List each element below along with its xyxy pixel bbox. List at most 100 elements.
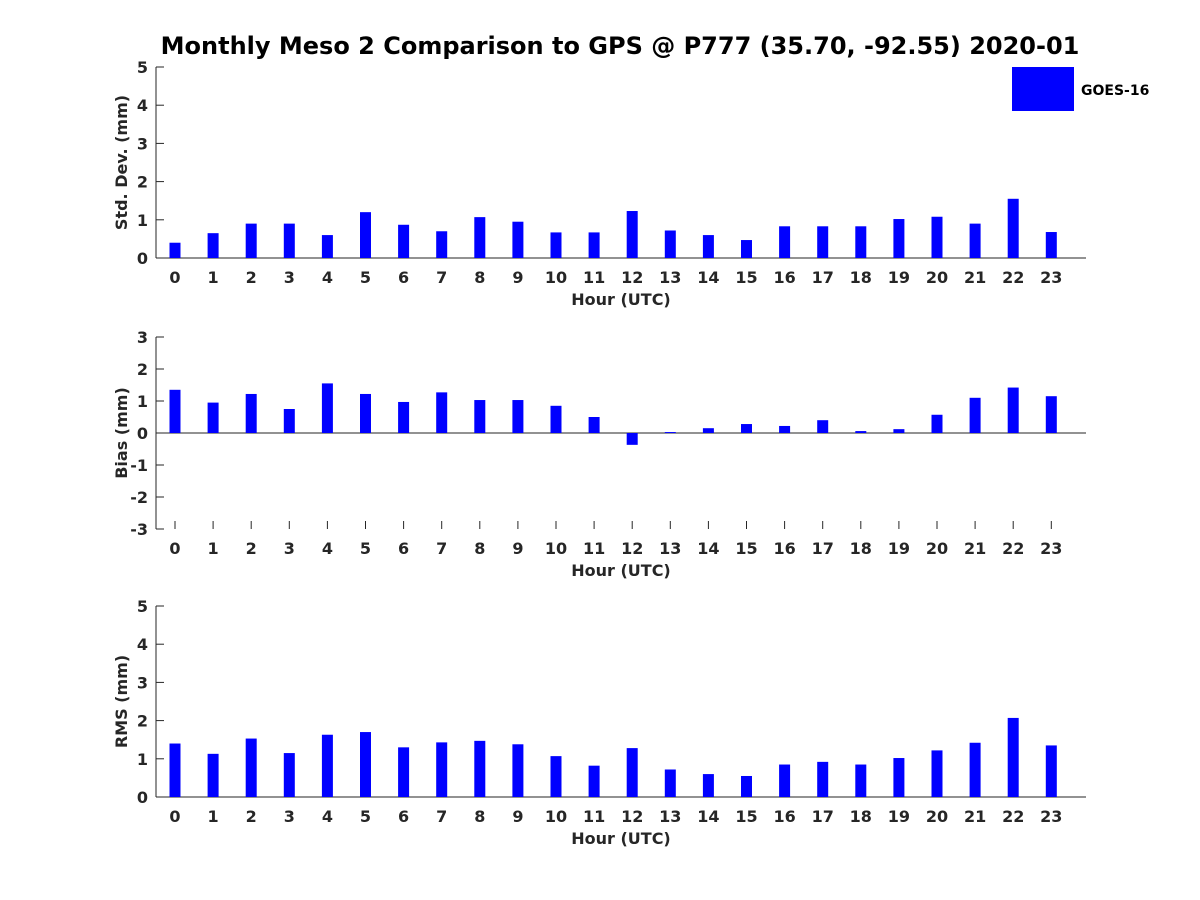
std-dev-bar-hour-0	[169, 242, 181, 258]
rms-bar-hour-12	[626, 748, 638, 797]
bias-x-tick-label: 17	[812, 539, 834, 558]
std-dev-bar-hour-8	[474, 217, 486, 258]
bias-x-tick-label: 4	[322, 539, 333, 558]
rms-x-tick-label: 15	[735, 807, 757, 826]
std-dev-x-tick-label: 13	[659, 268, 681, 287]
rms-bar-hour-4	[321, 734, 333, 797]
std-dev-y-tick-label: 5	[137, 58, 148, 77]
rms-x-tick-label: 11	[583, 807, 605, 826]
rms-x-tick-label: 22	[1002, 807, 1024, 826]
std-dev-y-tick-label: 0	[137, 249, 148, 268]
bias-x-tick-label: 15	[735, 539, 757, 558]
bias-bar-hour-11	[588, 417, 600, 433]
bias-bar-hour-18	[855, 431, 867, 433]
chart-title: Monthly Meso 2 Comparison to GPS @ P777 …	[161, 32, 1080, 60]
std-dev-bar-hour-7	[436, 231, 448, 258]
std-dev-bar-hour-12	[626, 211, 638, 258]
rms-x-tick-label: 19	[888, 807, 910, 826]
rms-bar-hour-2	[245, 738, 257, 797]
rms-y-tick-label: 5	[137, 597, 148, 616]
bias-bar-hour-5	[360, 393, 371, 433]
bias-x-tick-label: 6	[398, 539, 409, 558]
rms-bar-hour-10	[550, 756, 562, 797]
std-dev-bar-hour-3	[283, 223, 295, 258]
rms-bar-hour-20	[931, 750, 943, 797]
std-dev-x-tick-label: 5	[360, 268, 371, 287]
rms-bar-hour-0	[169, 743, 181, 797]
bias-x-tick-label: 18	[850, 539, 872, 558]
bias-bar-hour-4	[321, 383, 333, 433]
std-dev-x-axis-label: Hour (UTC)	[571, 290, 671, 309]
std-dev-x-tick-label: 7	[436, 268, 447, 287]
std-dev-x-tick-label: 1	[208, 268, 219, 287]
bias-y-axis-label: Bias (mm)	[112, 387, 131, 479]
bias-bar-hour-21	[969, 397, 981, 433]
bias-x-tick-label: 14	[697, 539, 719, 558]
bias-x-tick-label: 10	[545, 539, 567, 558]
rms-y-tick-label: 0	[137, 788, 148, 807]
bias-bar-hour-7	[436, 392, 448, 433]
bias-bar-hour-12	[626, 433, 638, 445]
bias-bar-hour-0	[169, 389, 181, 433]
rms-x-tick-label: 2	[246, 807, 257, 826]
std-dev-x-tick-label: 19	[888, 268, 910, 287]
std-dev-x-tick-label: 23	[1040, 268, 1062, 287]
rms-bar-hour-3	[283, 753, 295, 797]
std-dev-y-tick-label: 4	[137, 96, 148, 115]
rms-x-tick-label: 3	[284, 807, 295, 826]
std-dev-x-tick-label: 21	[964, 268, 986, 287]
rms-x-axis-label: Hour (UTC)	[571, 829, 671, 848]
bias-x-tick-label: 7	[436, 539, 447, 558]
std-dev-y-tick-label: 2	[137, 173, 148, 192]
bias-bar-hour-16	[779, 425, 791, 433]
bias-y-tick-label: 3	[137, 328, 148, 347]
rms-bar-hour-17	[817, 761, 829, 797]
bias-y-tick-label: 0	[137, 424, 148, 443]
std-dev-x-tick-label: 10	[545, 268, 567, 287]
rms-bar-hour-22	[1007, 717, 1019, 797]
bias-bar-hour-2	[245, 393, 257, 433]
bias-bar-hour-13	[664, 432, 676, 434]
legend-swatch	[1012, 67, 1074, 111]
bias-x-tick-label: 9	[512, 539, 523, 558]
bias-x-tick-label: 1	[208, 539, 219, 558]
bias-y-tick-label: 1	[137, 392, 148, 411]
std-dev-x-tick-label: 9	[512, 268, 523, 287]
rms-y-axis-label: RMS (mm)	[112, 655, 131, 748]
std-dev-x-tick-label: 20	[926, 268, 948, 287]
rms-y-tick-label: 2	[137, 712, 148, 731]
rms-x-tick-label: 14	[697, 807, 719, 826]
bias-x-tick-label: 20	[926, 539, 948, 558]
bias-bar-hour-10	[550, 405, 562, 433]
std-dev-y-tick-label: 1	[137, 211, 148, 230]
std-dev-bar-hour-18	[855, 226, 867, 258]
rms-x-tick-label: 16	[773, 807, 795, 826]
std-dev-bar-hour-9	[512, 221, 524, 258]
bias-bar-hour-9	[512, 400, 524, 433]
rms-x-tick-label: 7	[436, 807, 447, 826]
std-dev-bar-hour-20	[931, 216, 943, 258]
std-dev-bar-hour-16	[779, 226, 791, 258]
bias-x-tick-label: 12	[621, 539, 643, 558]
rms-bar-hour-19	[893, 758, 905, 797]
rms-y-tick-label: 1	[137, 750, 148, 769]
std-dev-bar-hour-22	[1007, 198, 1019, 258]
bias-x-tick-label: 11	[583, 539, 605, 558]
bias-x-tick-label: 19	[888, 539, 910, 558]
rms-x-tick-label: 20	[926, 807, 948, 826]
rms-bar-hour-7	[436, 742, 448, 797]
rms-x-tick-label: 12	[621, 807, 643, 826]
bias-bar-hour-14	[702, 428, 714, 433]
std-dev-x-tick-label: 22	[1002, 268, 1024, 287]
rms-bar-hour-16	[779, 764, 791, 797]
rms-bar-hour-13	[664, 769, 676, 797]
rms-bar-hour-1	[207, 753, 219, 797]
bias-x-tick-label: 5	[360, 539, 371, 558]
bias-bar-hour-1	[207, 402, 219, 433]
std-dev-x-tick-label: 14	[697, 268, 719, 287]
bias-x-tick-label: 0	[169, 539, 180, 558]
std-dev-x-tick-label: 15	[735, 268, 757, 287]
bias-bar-hour-17	[817, 420, 829, 433]
bias-x-tick-label: 3	[284, 539, 295, 558]
